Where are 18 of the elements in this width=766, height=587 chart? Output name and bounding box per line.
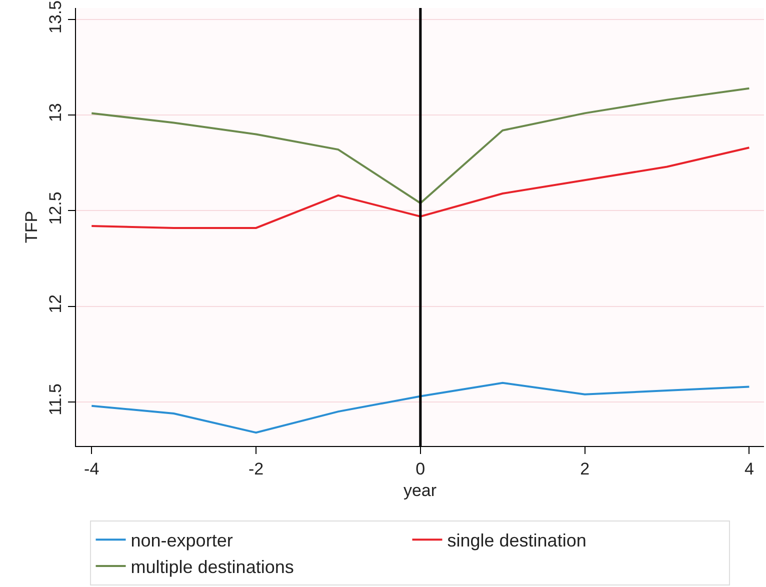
line-series <box>90 87 750 204</box>
x-tick-label: 4 <box>744 459 754 478</box>
y-tick-label: 12 <box>46 294 66 314</box>
legend-label: multiple destinations <box>130 557 294 578</box>
line-series <box>90 382 750 434</box>
x-tick-label: 0 <box>416 459 426 478</box>
y-tick-label: 13.5 <box>46 0 66 34</box>
line-series <box>90 146 750 229</box>
x-tick-label: 2 <box>580 459 590 478</box>
y-tick-label: 12.5 <box>46 192 66 225</box>
y-tick-label: 11.5 <box>46 384 66 416</box>
x-tick-label: -2 <box>248 459 264 478</box>
y-axis-title: TFP <box>22 210 41 244</box>
legend-label: single destination <box>447 530 586 551</box>
x-axis-title: year <box>403 480 437 500</box>
x-tick-label: -4 <box>84 459 100 478</box>
y-tick-label: 13 <box>46 103 66 122</box>
legend-label: non-exporter <box>130 530 233 551</box>
